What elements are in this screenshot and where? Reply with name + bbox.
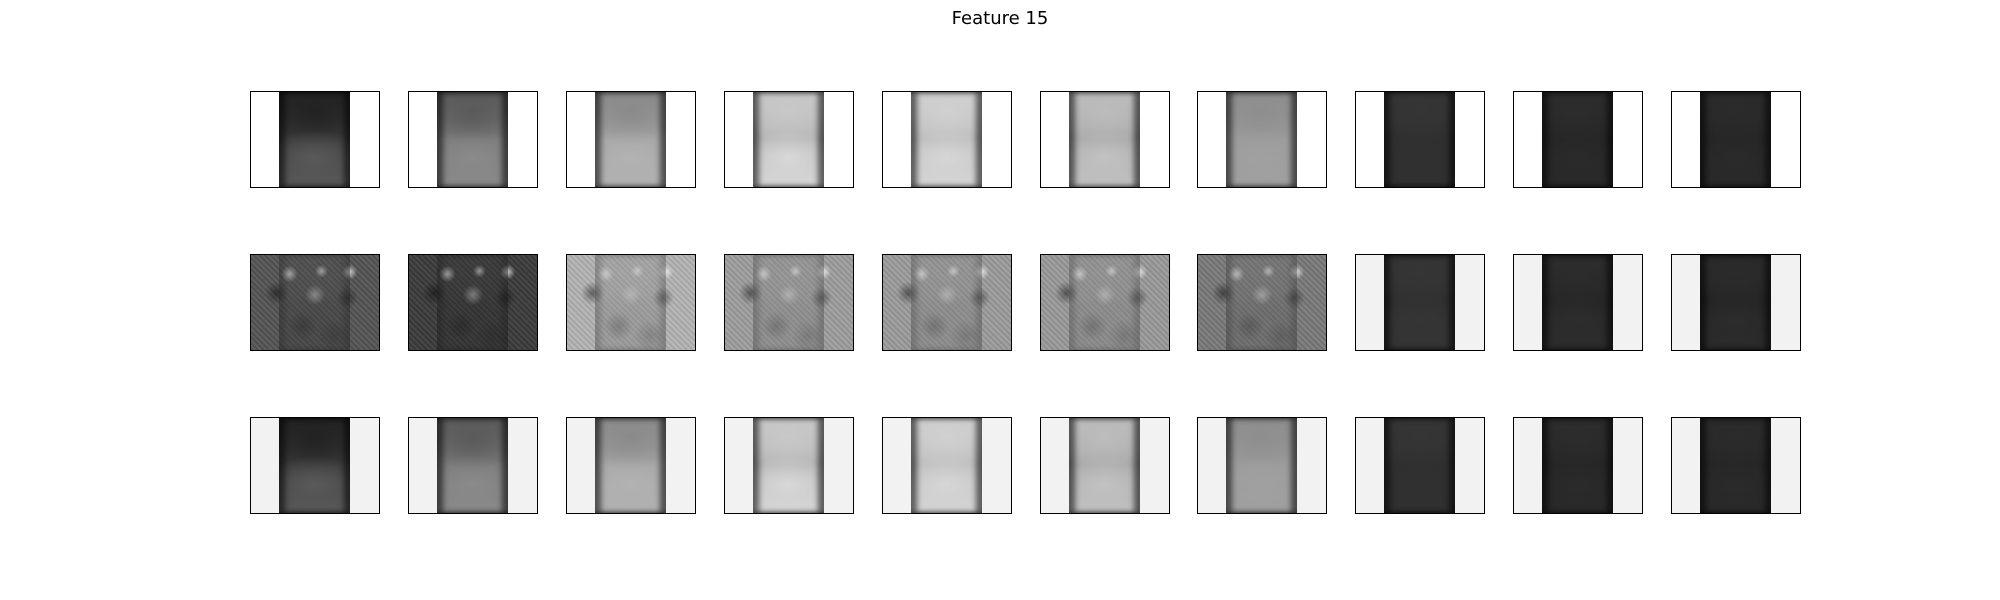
- activation-edge-shading: [1069, 255, 1139, 350]
- feature-panel-r2-c4: [724, 254, 854, 351]
- activation-edge-shading: [595, 92, 665, 187]
- feature-panel-r2-c5: [882, 254, 1012, 351]
- activation-region: [1384, 92, 1455, 187]
- activation-edge-shading: [1226, 92, 1296, 187]
- feature-panel-r3-c8: [1355, 417, 1485, 514]
- activation-region: [911, 92, 982, 187]
- feature-panel-r1-c3: [566, 91, 696, 188]
- feature-panel-r1-c4: [724, 91, 854, 188]
- activation-edge-shading: [279, 255, 349, 350]
- activation-region: [1542, 92, 1613, 187]
- activation-region: [595, 255, 666, 350]
- texture-overlay: [251, 255, 379, 350]
- feature-panel-r2-c8: [1355, 254, 1485, 351]
- activation-edge-shading: [1226, 418, 1296, 513]
- activation-edge-shading: [1700, 92, 1770, 187]
- activation-region: [753, 418, 824, 513]
- activation-region: [1226, 418, 1297, 513]
- feature-panel-r2-c7: [1197, 254, 1327, 351]
- feature-panel-r3-c10: [1671, 417, 1801, 514]
- feature-panel-r3-c2: [408, 417, 538, 514]
- activation-edge-shading: [1542, 418, 1612, 513]
- activation-edge-shading: [753, 255, 823, 350]
- activation-region: [1069, 255, 1140, 350]
- activation-edge-shading: [437, 92, 507, 187]
- activation-region: [1069, 92, 1140, 187]
- activation-region: [1700, 255, 1771, 350]
- activation-edge-shading: [1542, 92, 1612, 187]
- activation-region: [753, 92, 824, 187]
- feature-panel-r1-c2: [408, 91, 538, 188]
- activation-edge-shading: [753, 92, 823, 187]
- feature-panel-r3-c3: [566, 417, 696, 514]
- figure-title: Feature 15: [951, 8, 1049, 29]
- activation-edge-shading: [1542, 255, 1612, 350]
- feature-panel-r3-c1: [250, 417, 380, 514]
- activation-region: [753, 255, 824, 350]
- activation-region: [437, 418, 508, 513]
- feature-panel-r2-c1: [250, 254, 380, 351]
- feature-panel-r3-c7: [1197, 417, 1327, 514]
- activation-region: [437, 255, 508, 350]
- feature-panel-r1-c6: [1040, 91, 1170, 188]
- feature-panel-r2-c6: [1040, 254, 1170, 351]
- activation-region: [1700, 418, 1771, 513]
- activation-region: [279, 92, 350, 187]
- activation-region: [911, 255, 982, 350]
- texture-overlay: [567, 255, 695, 350]
- activation-region: [279, 255, 350, 350]
- feature-panel-r1-c9: [1513, 91, 1643, 188]
- activation-edge-shading: [911, 255, 981, 350]
- activation-region: [1384, 418, 1455, 513]
- feature-panel-r3-c4: [724, 417, 854, 514]
- feature-panel-r2-c9: [1513, 254, 1643, 351]
- feature-panel-r2-c3: [566, 254, 696, 351]
- activation-region: [1542, 418, 1613, 513]
- activation-region: [437, 92, 508, 187]
- activation-edge-shading: [1069, 418, 1139, 513]
- feature-panel-r2-c2: [408, 254, 538, 351]
- feature-panel-r2-c10: [1671, 254, 1801, 351]
- activation-edge-shading: [911, 418, 981, 513]
- texture-overlay: [883, 255, 1011, 350]
- activation-edge-shading: [753, 418, 823, 513]
- activation-edge-shading: [437, 418, 507, 513]
- feature-panel-r1-c7: [1197, 91, 1327, 188]
- activation-region: [911, 418, 982, 513]
- activation-region: [1384, 255, 1455, 350]
- activation-edge-shading: [1700, 418, 1770, 513]
- activation-region: [1069, 418, 1140, 513]
- activation-edge-shading: [595, 418, 665, 513]
- feature-panel-r3-c6: [1040, 417, 1170, 514]
- texture-overlay: [409, 255, 537, 350]
- feature-panel-r3-c5: [882, 417, 1012, 514]
- feature-panel-r1-c10: [1671, 91, 1801, 188]
- activation-edge-shading: [279, 92, 349, 187]
- feature-panel-r1-c5: [882, 91, 1012, 188]
- activation-edge-shading: [437, 255, 507, 350]
- texture-overlay: [1041, 255, 1169, 350]
- activation-edge-shading: [1384, 255, 1454, 350]
- feature-panel-r3-c9: [1513, 417, 1643, 514]
- activation-edge-shading: [1384, 92, 1454, 187]
- activation-region: [1700, 92, 1771, 187]
- activation-region: [595, 92, 666, 187]
- activation-region: [1226, 255, 1297, 350]
- activation-edge-shading: [1384, 418, 1454, 513]
- activation-edge-shading: [1700, 255, 1770, 350]
- activation-region: [279, 418, 350, 513]
- activation-edge-shading: [595, 255, 665, 350]
- feature-panel-r1-c8: [1355, 91, 1485, 188]
- activation-edge-shading: [279, 418, 349, 513]
- activation-region: [595, 418, 666, 513]
- activation-edge-shading: [1226, 255, 1296, 350]
- texture-overlay: [725, 255, 853, 350]
- texture-overlay: [1198, 255, 1326, 350]
- activation-edge-shading: [911, 92, 981, 187]
- activation-region: [1542, 255, 1613, 350]
- activation-region: [1226, 92, 1297, 187]
- activation-edge-shading: [1069, 92, 1139, 187]
- feature-panel-r1-c1: [250, 91, 380, 188]
